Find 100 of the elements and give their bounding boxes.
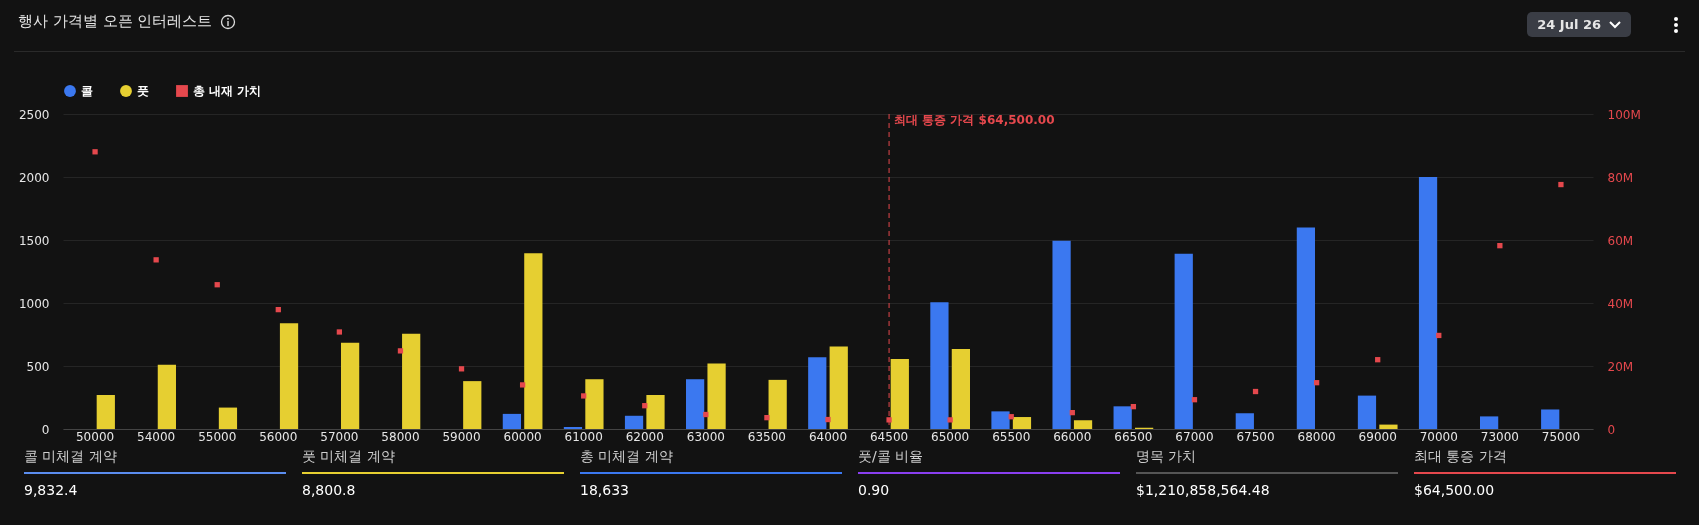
x-tick-label: 54000 [137, 429, 176, 444]
point [1497, 243, 1503, 249]
x-tick-label: 63000 [686, 429, 725, 444]
text: $64,500.00 [1414, 482, 1496, 498]
point [581, 393, 587, 399]
bar [1541, 409, 1560, 429]
y2-tick-label: 100M [1607, 107, 1641, 122]
bar [829, 346, 848, 429]
y-tick-label: 0 [41, 422, 50, 437]
x-tick-label: 63500 [747, 429, 787, 444]
point [336, 329, 343, 335]
x-tick-label: 75000 [1541, 429, 1581, 444]
point [92, 149, 98, 155]
text: 24 Jul 26 [1537, 17, 1601, 32]
bar [402, 333, 421, 429]
x-tick-label: 64000 [808, 429, 848, 444]
text: $1,210,858,564.48 [1136, 482, 1271, 498]
text: 총 미체결 계약 [580, 448, 842, 474]
bar [157, 364, 176, 429]
bar [808, 357, 827, 429]
bar [646, 394, 665, 429]
x-tick-label: 61000 [564, 429, 603, 444]
point [886, 417, 892, 423]
x-tick-label: 50000 [75, 429, 115, 444]
bar [1073, 420, 1093, 429]
text: 0.90 [858, 482, 891, 498]
x-tick-label: 58000 [381, 429, 420, 444]
text: 9,832.4 [24, 482, 79, 498]
x-tick-label: 66000 [1053, 429, 1092, 444]
point [1558, 181, 1564, 188]
point [519, 382, 526, 388]
y2-tick-label: 0 [1607, 422, 1616, 437]
bar [951, 348, 971, 429]
bar [1113, 406, 1132, 429]
x-tick-label: 69000 [1358, 429, 1397, 444]
bar [524, 253, 543, 429]
bar [1480, 416, 1499, 429]
ref-line-label: 최대 통증 가격 $64,500.00 [894, 113, 1055, 127]
bar [685, 379, 705, 429]
point [397, 348, 404, 354]
chart-title: 행사 가격별 오픈 인터레스트 [18, 12, 213, 31]
x-tick-label: 55000 [198, 429, 237, 444]
text: 풋 미체결 계약 [302, 448, 564, 474]
x-tick-label: 56000 [259, 429, 298, 444]
bar [96, 394, 115, 429]
bar [930, 302, 949, 429]
legend-label: 풋 [137, 84, 149, 98]
x-tick-label: 68000 [1297, 429, 1336, 444]
bar [1418, 177, 1438, 429]
point [825, 416, 831, 423]
y2-tick-label: 80M [1607, 170, 1634, 185]
legend-label: 총 내재 가치 [193, 84, 262, 98]
y2-tick-label: 60M [1607, 233, 1634, 248]
bar [585, 379, 604, 429]
text: 명목 가치 [1136, 448, 1398, 474]
bar [1052, 240, 1071, 429]
point [947, 417, 953, 423]
bar [1174, 253, 1193, 429]
y-tick-label: 1500 [18, 233, 50, 248]
bar [1235, 413, 1254, 429]
bar [768, 379, 787, 429]
bar [1012, 417, 1032, 429]
point [153, 257, 159, 263]
bar [1379, 424, 1398, 429]
bar [1296, 227, 1316, 429]
x-tick-label: 65500 [992, 429, 1031, 444]
y-tick-label: 1000 [18, 296, 50, 311]
x-tick-label: 67000 [1175, 429, 1214, 444]
bar [1357, 395, 1377, 429]
bar [463, 381, 482, 429]
x-tick-label: 67500 [1236, 429, 1275, 444]
bar [624, 415, 644, 429]
y-tick-label: 2000 [18, 170, 50, 185]
x-tick-label: 59000 [442, 429, 481, 444]
x-tick-label: 66500 [1114, 429, 1153, 444]
x-tick-label: 60000 [503, 429, 542, 444]
x-tick-label: 62000 [625, 429, 664, 444]
y2-tick-label: 40M [1607, 296, 1634, 311]
y-tick-label: 500 [26, 359, 50, 374]
text: 콜 미체결 계약 [24, 448, 286, 474]
bar [502, 413, 521, 429]
point [764, 415, 770, 421]
y-tick-label: 2500 [18, 107, 50, 122]
text: 풋/콜 비율 [858, 448, 1120, 474]
text: 18,633 [580, 482, 630, 498]
x-tick-label: 73000 [1480, 429, 1519, 444]
x-tick-label: 64500 [869, 429, 909, 444]
x-tick-label: 70000 [1419, 429, 1458, 444]
legend-label: 콜 [81, 84, 93, 98]
bar [707, 363, 726, 429]
x-tick-label: 65000 [931, 429, 970, 444]
y2-tick-label: 20M [1607, 359, 1634, 374]
bar [279, 323, 299, 429]
bar [991, 411, 1010, 429]
text: 최대 통증 가격 [1414, 448, 1676, 474]
bar [218, 407, 238, 429]
bar [890, 359, 909, 429]
x-tick-label: 57000 [320, 429, 359, 444]
bar [340, 342, 360, 429]
text: 8,800.8 [302, 482, 357, 498]
